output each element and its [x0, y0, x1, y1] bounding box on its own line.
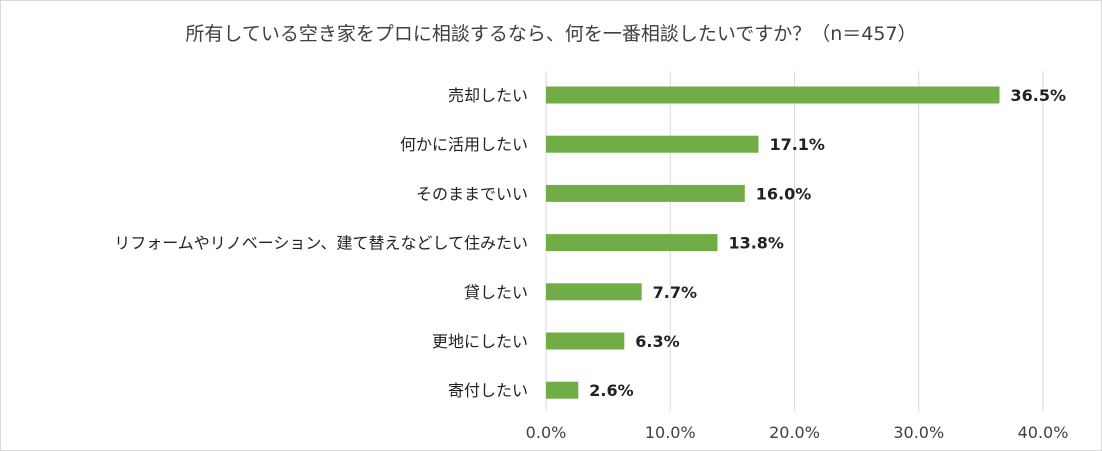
category-label: 更地にしたい [432, 332, 528, 351]
value-label: 7.7% [653, 283, 697, 302]
bar [546, 283, 642, 301]
category-label: 売却したい [448, 86, 528, 105]
bar [546, 184, 745, 202]
category-labels: 売却したい何かに活用したいそのままでいいリフォームやリノベーション、建て替えなど… [114, 86, 528, 400]
value-labels: 36.5% 17.1% 16.0% 13.8% 7.7% 6.3% 2.6% [589, 86, 1066, 400]
x-tick-label: 0.0% [526, 423, 567, 442]
value-label: 6.3% [635, 332, 679, 351]
category-label: 寄付したい [448, 381, 528, 400]
x-tick-label: 20.0% [769, 423, 820, 442]
bar [546, 381, 579, 399]
chart-title: 所有している空き家をプロに相談するなら、何を一番相談したいですか？（n＝457） [185, 23, 917, 45]
value-label: 17.1% [769, 135, 825, 154]
category-label: 貸したい [464, 283, 528, 302]
value-label: 16.0% [756, 184, 812, 203]
x-tick-label: 30.0% [893, 423, 944, 442]
value-label: 36.5% [1011, 86, 1067, 105]
x-tick-label: 40.0% [1018, 423, 1069, 442]
bars [546, 86, 1000, 399]
bar [546, 86, 1000, 104]
category-label: そのままでいい [416, 184, 528, 203]
x-tick-labels: 0.0% 10.0% 20.0% 30.0% 40.0% [526, 423, 1069, 442]
x-tick-label: 10.0% [645, 423, 696, 442]
bar [546, 135, 759, 153]
value-label: 13.8% [728, 234, 784, 253]
value-label: 2.6% [589, 381, 633, 400]
bar [546, 234, 718, 252]
category-label: リフォームやリノベーション、建て替えなどして住みたい [114, 234, 528, 253]
category-label: 何かに活用したい [400, 135, 528, 154]
bar [546, 332, 625, 350]
